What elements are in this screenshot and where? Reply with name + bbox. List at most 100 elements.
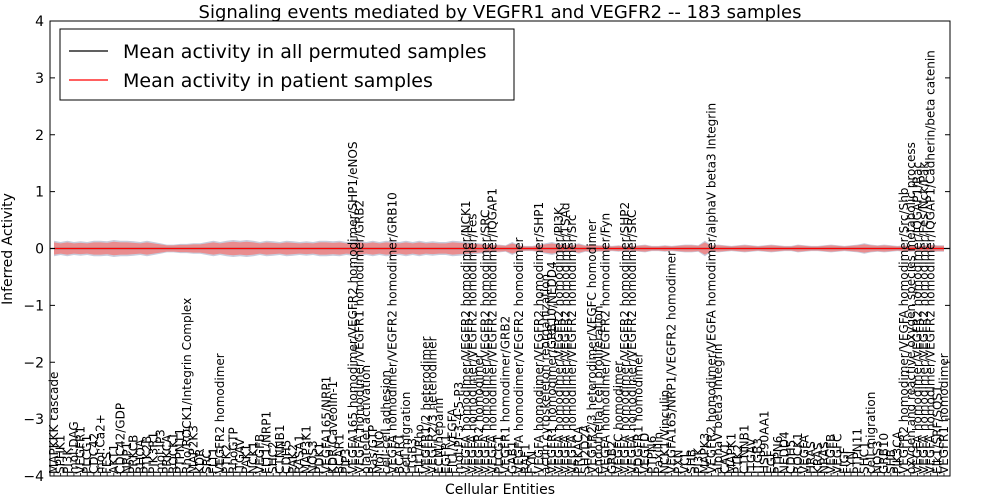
entity-label: KDR/Caveolin-1 [326,381,340,474]
entity-label: VEGFD [638,433,652,474]
entity-label: VCL [678,450,692,474]
entity-label: PTK2B [140,436,154,474]
entity-label: Paxillin [651,432,665,474]
entity-label: CTNNB1 [273,424,287,474]
y-tick-label: 4 [35,14,44,30]
entity-label: VEGFR2/3 heterodimer [426,336,440,474]
entity-label: oxygen and reactive oxygen species metab… [904,142,918,474]
entity-label: ITGB3 [751,438,765,474]
entity-label: VEGFR2/3 heterodimer/VEGFC homodimer [585,219,599,474]
entity-label: ROCK1 [167,432,181,474]
entity-label: BCAR1 [333,433,347,474]
entity-label: PTK2 [731,444,745,474]
entity-label: VEGFA homodimer/VEGFR2 homodimer/Fes [465,213,479,474]
entity-label: Flt1/VEGFA [446,407,460,474]
entity-label: SPHK1 [54,435,68,474]
y-tick-label: 0 [35,242,44,258]
entity-label: CDH5 [280,440,294,474]
entity-label: platelet activation [359,365,373,474]
entity-label: HRAS [804,441,818,474]
entity-label: VEGFR1 [74,426,88,474]
entity-label: VEGFA homodimer/VEGFR2 homodimer [512,237,526,474]
entity-labels: MAPKKK cascadeSPHK1PI3Kmol:DAGVEGFR1PLCG… [47,50,951,476]
x-axis-label: Cellular Entities [445,482,555,498]
y-axis-label: Inferred Activity [0,193,16,305]
entity-label: RASA1 [293,434,307,474]
entity-label: VEGFB [253,434,267,474]
entity-label: CDC42 [87,433,101,474]
entity-label: HSP90AA1 [758,410,772,474]
entity-label: ITGAV [233,437,247,474]
entity-label: VEGFA homodimer/VEGFR2 homodimer/SHP2 [618,202,632,474]
entity-label: NCK1/Vinculin [658,390,672,474]
legend-label-patient: Mean activity in patient samples [123,70,433,92]
entity-label: VEGFA homodimer/VEGFR2 homodimer/TSAd [558,203,572,474]
entity-label: CDC42/GDP [113,403,127,474]
y-tick-label: 3 [35,71,44,87]
entity-label: Elk1/SRF/SOS1 [930,385,944,474]
entity-label: mol:Ca2+ [94,414,108,474]
entity-label: PIK3CA [891,430,905,474]
entity-label: VEGFC homodimer [612,361,626,474]
entity-label: PI3K [691,447,705,474]
entity-label: actin cytoskeleton reorganization [539,274,553,474]
entity-label: MAP3K1 [299,425,313,474]
y-tick-label: 1 [35,185,44,201]
entity-label: FYN [525,451,539,474]
entity-label: SHC2 [266,441,280,474]
entity-label: MAPKKK cascade [47,372,61,474]
entity-label: VEGFA [798,434,812,474]
entity-label: VEGFA homodimer/VEGFR2 homodimer/SRC [479,210,493,474]
entity-label: VEGFR2 homodimer/VEGFA homodimer/Src/Shb [897,188,911,474]
entity-label: KRAS [811,442,825,474]
entity-label: VEGFA homodimer/VEGFR2 homodimer/Src [565,214,579,474]
entity-label: NRAS [817,441,831,474]
entity-label: MAPK3 [698,433,712,474]
entity-label: VEGFC [831,434,845,474]
entity-label: PTPN11 [173,428,187,474]
entity-label: PTPN11 [851,428,865,474]
entity-label: VEGFR2 homodimer [213,353,227,474]
entity-label: RHOA [133,438,147,474]
entity-label: VEGFA homodimer/VEGFR2 homodimer/NCK1 [459,200,473,474]
entity-label: VEGFB [824,434,838,474]
entity-label: RAF1 [519,443,533,474]
entity-label: VEGFA homodimer/VEGFR2 homodimer/Fes/Nck… [917,162,931,474]
y-axis-ticks: −4 −3 −2 −1 0 1 2 3 4 [23,14,950,485]
entity-label: PIP3 [339,448,353,474]
entity-label: VEGFA homodimer/VEGFR2 homodimer/IQGAP1 [485,188,499,474]
entity-label: FIGF [837,447,851,474]
y-tick-label: −3 [23,412,44,428]
entity-label: NOS3 [871,440,885,474]
entity-label: FYN [844,451,858,474]
entity-label: FES [100,452,114,474]
entity-label: cell migration [864,392,878,474]
entity-label: mol:IP3 [153,429,167,474]
entity-label: PTPN6 [771,436,785,474]
chart-title: Signaling events mediated by VEGFR1 and … [199,2,802,23]
entity-label: PDK1 [313,442,327,474]
entity-label: GRB2 [605,440,619,474]
entity-label: SHC1 [857,441,871,474]
entity-label: NRP1 [120,442,134,474]
entity-label: SHB [884,449,898,474]
entity-label: VEGFR1 homodimer/GRB10/NEDD4 [545,261,559,474]
entity-label: Ras/GTP [366,425,380,474]
entity-label: SRC [200,450,214,474]
entity-label: PXN [671,450,685,474]
entity-label: VEGFA homodimer/VEGFR1 homodimer/GRB2 [353,200,367,474]
entity-label: VEGFR2 homodimer/VEGFA homodimer/alphaV … [705,103,719,474]
entity-label: endothelial cell proliferation [592,306,606,474]
entity-label: alphaV beta3 Integrin [711,343,725,474]
entity-label: PI3K [60,447,74,474]
entity-label: mol:DAG [67,421,81,474]
y-tick-label: −1 [23,298,44,314]
entity-label: NCK1 [246,441,260,474]
y-tick-label: −4 [23,469,44,485]
entity-label: VEGFA homodimer/VEGFR2 homodimer/GRB10 [386,192,400,474]
entity-label: MAP2K3 [187,425,201,474]
entity-label: ITGB3 [406,438,420,474]
entity-label: VEGFR1/2 heterodimer [419,336,433,474]
entity-label: VEGFA homodimer/VEGFR2 homodimer/IQGAP1/… [924,50,938,474]
entity-label: VEGFR2 homodimer [472,353,486,474]
